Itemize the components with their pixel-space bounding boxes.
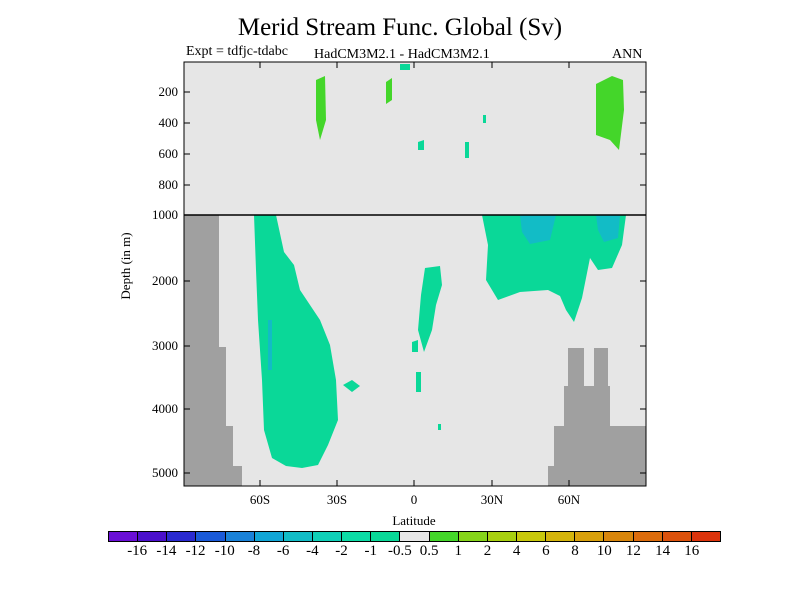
y-tick-label: 200 xyxy=(158,84,179,99)
x-tick-label: 60N xyxy=(557,492,581,507)
colorbar-label: 10 xyxy=(596,543,612,559)
colorbar-label: 4 xyxy=(512,543,521,559)
land-mask xyxy=(184,215,646,486)
y-tick-label: 5000 xyxy=(152,465,178,480)
y-tick-label: 3000 xyxy=(152,338,178,353)
y-tick-label: 400 xyxy=(158,115,179,130)
negative-core-regions xyxy=(268,215,620,370)
x-axis-label: Latitude xyxy=(392,513,436,528)
colorbar-label: 0.5 xyxy=(419,543,439,559)
colorbar-label: -12 xyxy=(185,543,206,559)
colorbar-label: -4 xyxy=(306,543,319,559)
colorbar-label: -2 xyxy=(335,543,348,559)
colorbar-swatch xyxy=(487,532,517,541)
colorbar-swatch xyxy=(662,532,692,541)
y-tick-label: 4000 xyxy=(152,401,178,416)
experiment-label: Expt = tdfjc-tdabc xyxy=(186,44,288,59)
colorbar-label: -0.5 xyxy=(388,543,412,559)
colorbar-label: 2 xyxy=(483,543,492,559)
colorbar-swatch xyxy=(575,532,605,541)
colorbar-swatch xyxy=(516,532,547,541)
colorbar-swatch xyxy=(225,532,255,541)
colorbar-swatch xyxy=(429,532,459,541)
positive-regions xyxy=(316,76,624,150)
colorbar-swatch xyxy=(604,532,634,541)
colorbar-swatch xyxy=(342,532,372,541)
colorbar-swatch xyxy=(138,532,168,541)
colorbar-label: -6 xyxy=(276,543,290,559)
colorbar-label: -8 xyxy=(247,543,261,559)
y-tick-label: 2000 xyxy=(152,273,178,288)
x-tick-marks xyxy=(259,62,570,486)
y-tick-label: 600 xyxy=(158,146,179,161)
colorbar-swatch xyxy=(167,532,197,541)
colorbar-swatch xyxy=(546,532,576,541)
colorbar-label: 1 xyxy=(454,543,463,559)
colorbar-swatch xyxy=(196,532,226,541)
colorbar-label: 6 xyxy=(542,543,550,559)
colorbar-swatch xyxy=(458,532,488,541)
colorbar-label: 14 xyxy=(655,543,671,559)
upper-negative-patches xyxy=(400,64,486,158)
model-subtitle: HadCM3M2.1 - HadCM3M2.1 xyxy=(314,47,490,62)
x-tick-label: 30N xyxy=(480,492,504,507)
season-label: ANN xyxy=(612,47,643,62)
colorbar-swatch xyxy=(109,532,139,541)
x-tick-label: 60S xyxy=(249,492,271,507)
colorbar-swatch xyxy=(312,532,343,541)
colorbar-label: -14 xyxy=(156,543,177,559)
negative-regions xyxy=(254,215,626,468)
colorbar-swatch xyxy=(400,532,430,541)
x-tick-label: 30S xyxy=(326,492,348,507)
colorbar-label: 12 xyxy=(625,543,641,559)
colorbar-label: -16 xyxy=(127,543,148,559)
colorbar-label: 16 xyxy=(684,543,700,559)
y-tick-marks xyxy=(184,91,646,474)
y-tick-label: 1000 xyxy=(152,207,178,222)
colorbar-swatch xyxy=(254,532,284,541)
y-tick-label: 800 xyxy=(158,177,179,192)
colorbar-label: -10 xyxy=(214,543,235,559)
colorbar-label: 8 xyxy=(571,543,579,559)
y-axis-label: Depth (in m) xyxy=(118,232,133,300)
colorbar xyxy=(108,531,721,542)
colorbar-label: -1 xyxy=(364,543,377,559)
colorbar-swatch xyxy=(371,532,401,541)
colorbar-swatch xyxy=(633,532,663,541)
colorbar-swatch xyxy=(691,532,720,541)
chart-title: Merid Stream Func. Global (Sv) xyxy=(237,14,563,41)
x-tick-label: 0 xyxy=(410,492,418,507)
colorbar-swatch xyxy=(283,532,313,541)
upper-panel-background xyxy=(184,62,646,215)
